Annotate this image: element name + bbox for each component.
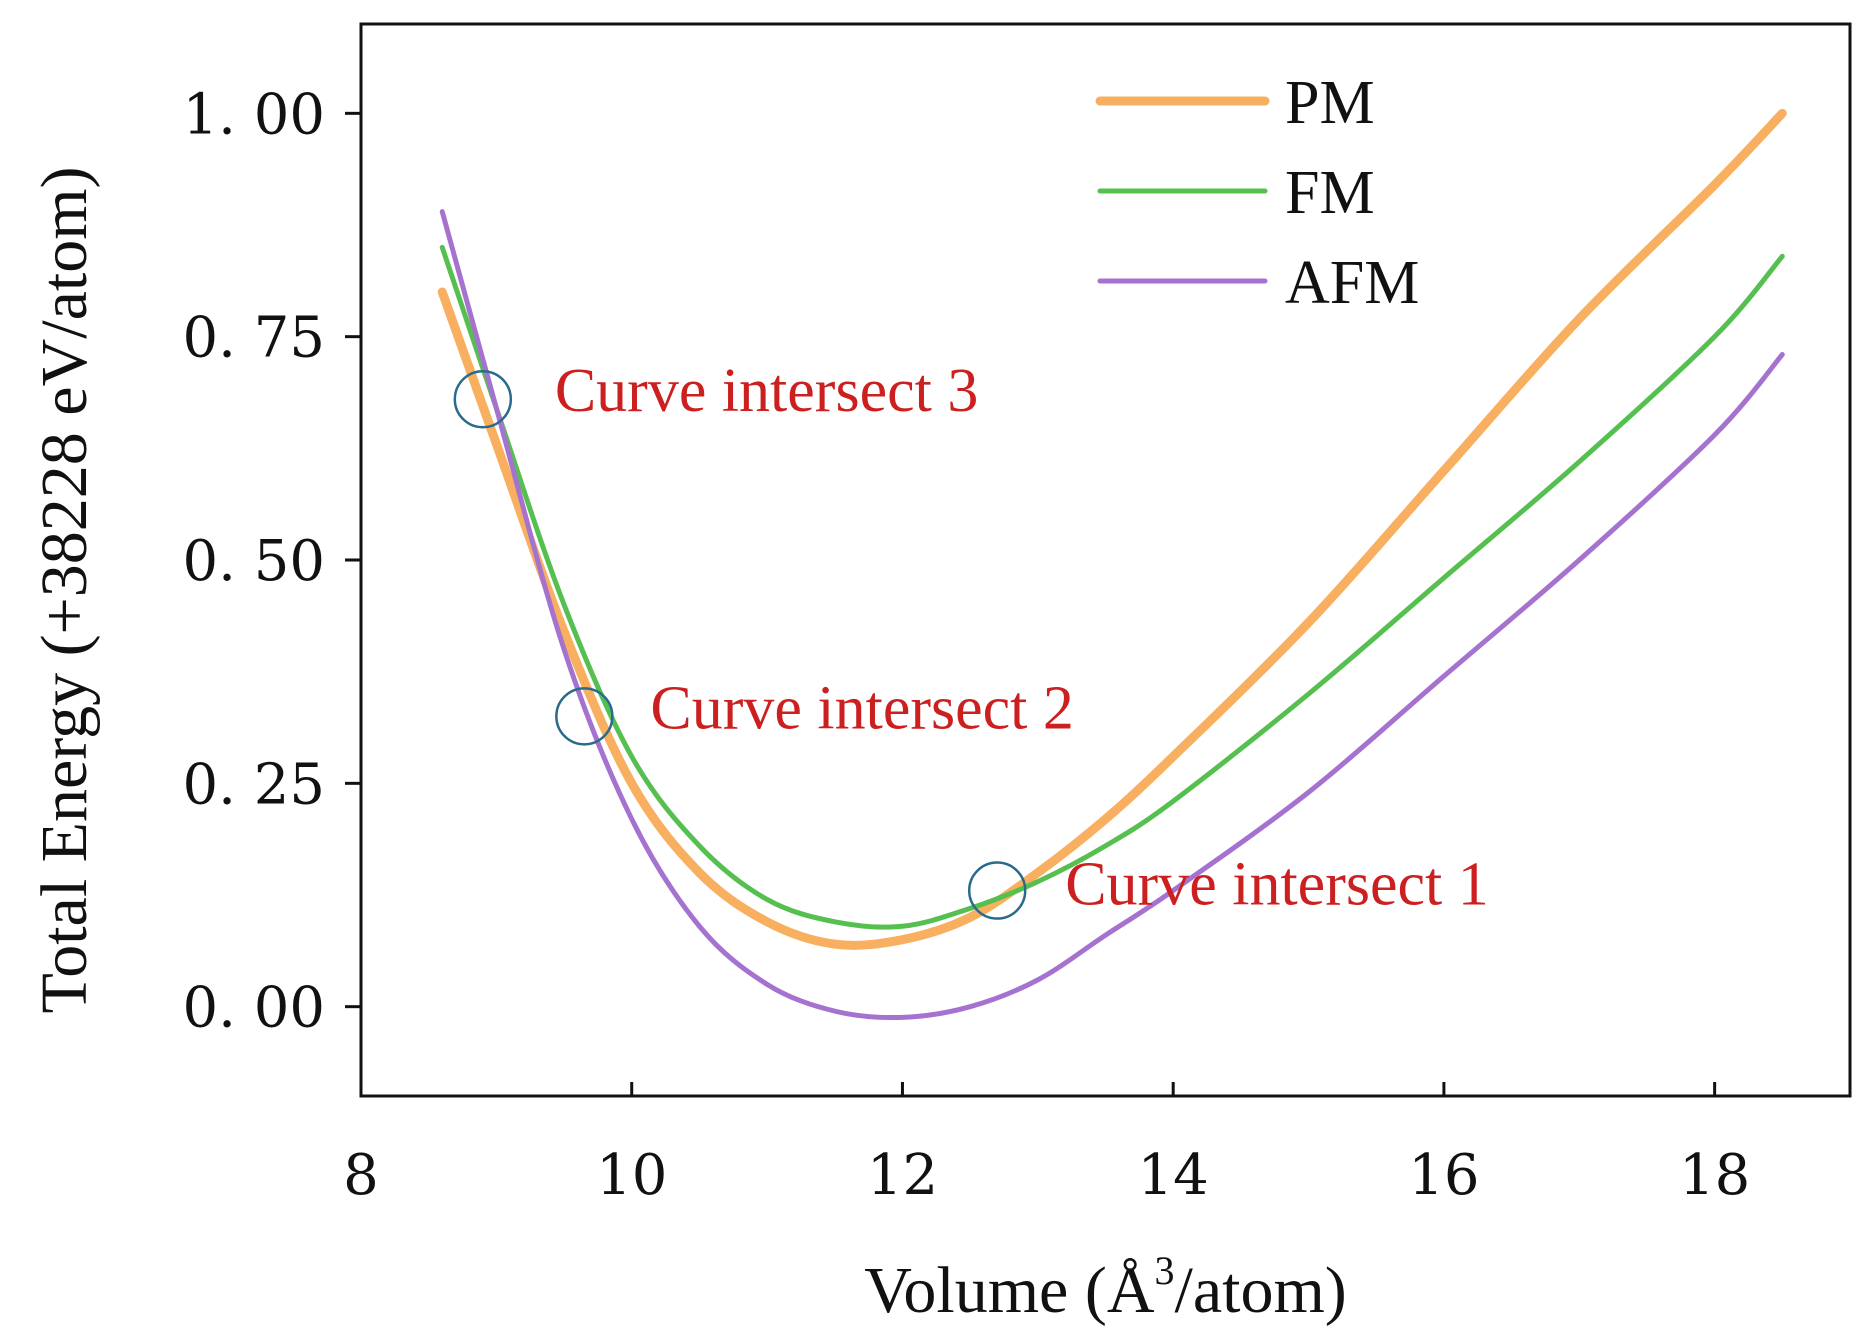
x-tick-label: 8 xyxy=(343,1143,379,1208)
y-tick-label: 0. 75 xyxy=(183,306,326,371)
x-tick-label: 18 xyxy=(1679,1143,1750,1208)
legend: PM FM AFM xyxy=(1095,69,1419,317)
intersection-marker-1 xyxy=(967,861,1027,920)
x-tick-label: 16 xyxy=(1408,1143,1479,1208)
intersection-label-2: Curve intersect 2 xyxy=(650,674,1074,742)
x-axis-title-tail: /atom) xyxy=(1174,1254,1346,1327)
y-tick-label: 0. 25 xyxy=(183,752,326,817)
intersection-marker-2 xyxy=(555,687,614,746)
intersection-label-1: Curve intersect 1 xyxy=(1065,851,1489,919)
legend-label-fm: FM xyxy=(1285,159,1375,227)
series-line-afm xyxy=(439,209,1785,1021)
series-line-pm xyxy=(437,108,1787,950)
y-axis-ticks: 0. 00 0. 25 0. 50 0. 75 1. 00 xyxy=(183,82,361,1041)
x-tick-label: 14 xyxy=(1138,1143,1209,1208)
series-lines xyxy=(437,108,1787,1021)
x-tick-label: 12 xyxy=(867,1143,938,1208)
x-tick-label: 10 xyxy=(596,1143,667,1208)
y-axis-title: Total Energy (+38228 eV/atom) xyxy=(28,166,101,1013)
y-tick-label: 0. 50 xyxy=(183,529,326,594)
legend-label-pm: PM xyxy=(1285,69,1375,137)
x-axis-ticks: 8 10 12 14 16 18 xyxy=(343,1082,1750,1208)
intersection-label-3: Curve intersect 3 xyxy=(555,357,979,425)
x-axis-title-main: Volume (Å xyxy=(864,1254,1155,1327)
legend-label-afm: AFM xyxy=(1285,249,1419,317)
series-line-fm xyxy=(439,244,1785,930)
y-tick-label: 0. 00 xyxy=(183,976,326,1041)
y-tick-label: 1. 00 xyxy=(183,82,326,147)
annotations: Curve intersect 1 Curve intersect 2 Curve … xyxy=(453,357,1489,920)
x-axis-title-sup: 3 xyxy=(1154,1248,1174,1293)
x-axis-title: Volume (Å3/atom) xyxy=(864,1248,1347,1327)
intersection-marker-3 xyxy=(453,369,513,429)
